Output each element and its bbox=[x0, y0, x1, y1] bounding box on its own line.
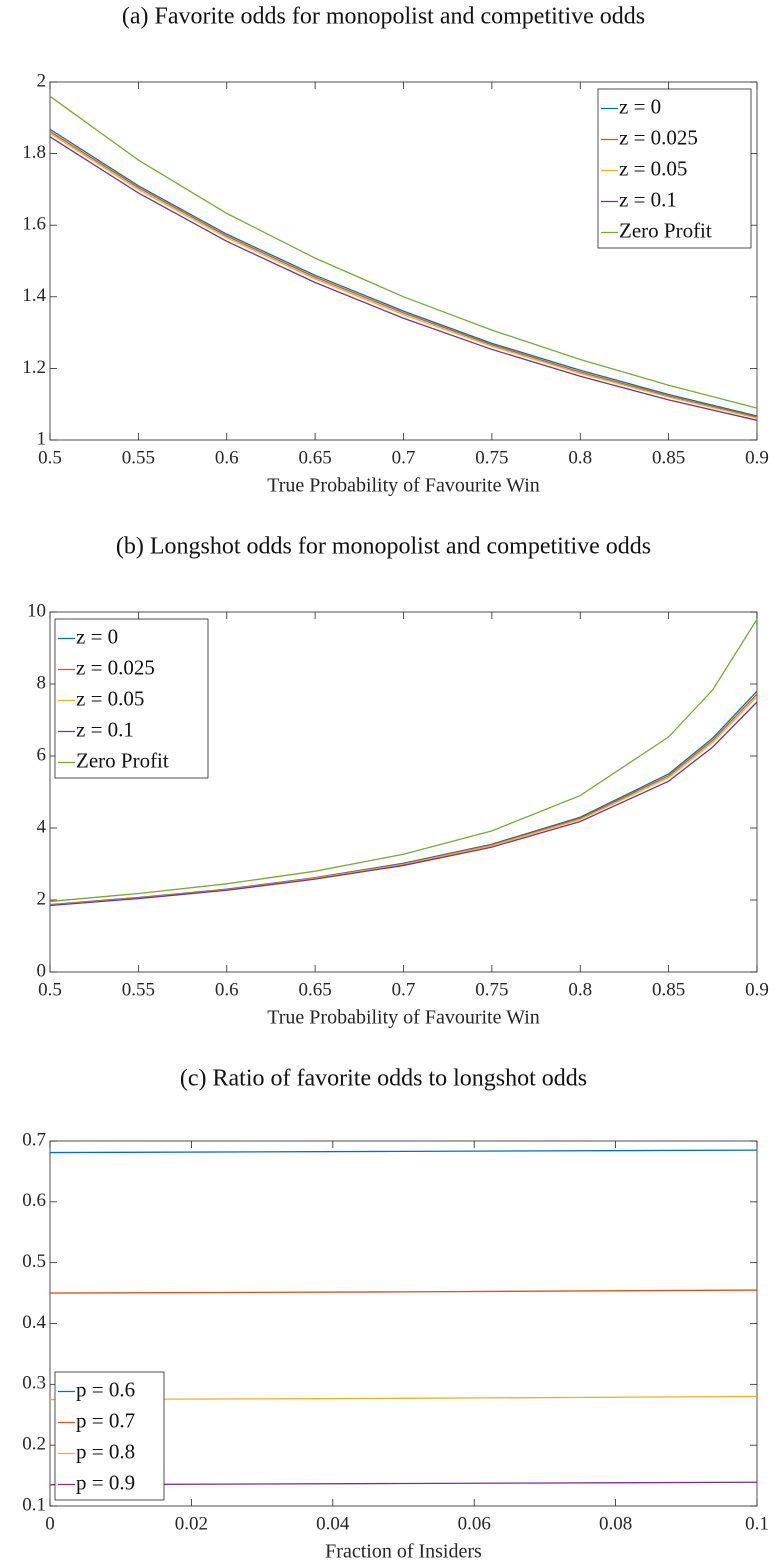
y-tick-label: 0.7 bbox=[22, 1129, 46, 1150]
legend-label: p = 0.9 bbox=[76, 1470, 135, 1494]
series-line bbox=[49, 130, 758, 418]
legend-label: z = 0.1 bbox=[76, 717, 134, 741]
series-line bbox=[49, 618, 758, 903]
y-tick-label: 4 bbox=[37, 816, 47, 837]
x-tick-label: 0.9 bbox=[745, 979, 769, 1000]
legend-label: p = 0.8 bbox=[76, 1439, 135, 1463]
series-line bbox=[49, 1149, 758, 1154]
series-line bbox=[49, 132, 758, 419]
x-tick-label: 0.7 bbox=[392, 447, 416, 468]
axes-box bbox=[49, 1140, 758, 1507]
x-tick-label: 0.8 bbox=[568, 979, 592, 1000]
chart-title: (b) Longshot odds for monopolist and com… bbox=[116, 534, 651, 560]
x-tick-label: 0.75 bbox=[475, 447, 508, 468]
legend-label: Zero Profit bbox=[619, 218, 712, 242]
chart-title: (c) Ratio of favorite odds to longshot o… bbox=[180, 1066, 587, 1092]
x-tick-label: 0.85 bbox=[652, 447, 685, 468]
legend-box bbox=[597, 88, 752, 249]
legend-label: z = 0 bbox=[619, 94, 661, 118]
y-tick-label: 8 bbox=[37, 672, 47, 693]
legend: p = 0.6 p = 0.7 p = 0.8 p = 0.9 bbox=[54, 1371, 165, 1501]
y-tick-label: 0.4 bbox=[22, 1312, 46, 1333]
legend-label: z = 0 bbox=[76, 624, 118, 648]
y-tick-label: 1.8 bbox=[22, 142, 46, 163]
x-axis-label: True Probability of Favourite Win bbox=[267, 475, 540, 497]
series-line bbox=[49, 1289, 758, 1294]
y-tick-label: 10 bbox=[27, 600, 46, 621]
x-axis-label: True Probability of Favourite Win bbox=[267, 1007, 540, 1029]
y-tick-label: 0.5 bbox=[22, 1251, 46, 1272]
x-tick-label: 0.7 bbox=[392, 979, 416, 1000]
legend-box bbox=[54, 1371, 165, 1501]
x-tick-label: 0.9 bbox=[745, 447, 769, 468]
y-tick-label: 0.6 bbox=[22, 1190, 46, 1211]
x-tick-label: 0.75 bbox=[475, 979, 508, 1000]
y-tick-label: 0 bbox=[37, 960, 47, 981]
x-tick-label: 0.5 bbox=[38, 447, 62, 468]
x-tick-label: 0.06 bbox=[458, 1513, 491, 1534]
x-tick-label: 0.6 bbox=[215, 979, 239, 1000]
y-tick-label: 1.6 bbox=[22, 214, 46, 235]
y-tick-label: 0.2 bbox=[22, 1434, 46, 1455]
y-tick-label: 6 bbox=[37, 744, 47, 765]
legend-label: p = 0.7 bbox=[76, 1408, 135, 1432]
legend-label: Zero Profit bbox=[76, 748, 169, 772]
x-tick-label: 0.5 bbox=[38, 979, 62, 1000]
series-line bbox=[49, 1395, 758, 1401]
y-tick-label: 2 bbox=[37, 70, 47, 91]
legend-label: z = 0.05 bbox=[619, 156, 687, 180]
x-tick-label: 0.08 bbox=[599, 1513, 632, 1534]
series-line bbox=[49, 1481, 758, 1486]
x-tick-label: 0.65 bbox=[299, 447, 332, 468]
y-tick-label: 1.2 bbox=[22, 357, 46, 378]
x-tick-label: 0.55 bbox=[122, 447, 155, 468]
series-line bbox=[49, 701, 758, 907]
y-tick-label: 1.4 bbox=[22, 285, 46, 306]
legend-label: z = 0.05 bbox=[76, 686, 144, 710]
y-tick-label: 2 bbox=[37, 888, 47, 909]
legend-label: p = 0.6 bbox=[76, 1377, 135, 1401]
series-line bbox=[49, 95, 758, 409]
y-tick-label: 0.1 bbox=[22, 1494, 46, 1515]
legend: z = 0 z = 0.025 z = 0.05 z = 0.1 Zero Profit bbox=[54, 618, 209, 779]
legend: z = 0 z = 0.025 z = 0.05 z = 0.1 Zero Profit bbox=[597, 88, 752, 249]
series-line bbox=[49, 128, 758, 417]
x-tick-label: 0.02 bbox=[175, 1513, 208, 1534]
legend-label: z = 0.025 bbox=[619, 125, 698, 149]
x-tick-label: 0.04 bbox=[316, 1513, 350, 1534]
y-tick-label: 0.3 bbox=[22, 1373, 46, 1394]
x-tick-label: 0.85 bbox=[652, 979, 685, 1000]
x-tick-label: 0.65 bbox=[299, 979, 332, 1000]
x-tick-label: 0.8 bbox=[568, 447, 592, 468]
x-tick-label: 0.6 bbox=[215, 447, 239, 468]
legend-label: z = 0.025 bbox=[76, 655, 155, 679]
legend-box bbox=[54, 618, 209, 779]
y-tick-label: 1 bbox=[37, 428, 47, 449]
x-tick-label: 0.1 bbox=[745, 1513, 769, 1534]
x-axis-label: Fraction of Insiders bbox=[325, 1541, 482, 1563]
chart-title: (a) Favorite odds for monopolist and com… bbox=[122, 4, 645, 30]
x-tick-label: 0 bbox=[45, 1513, 55, 1534]
x-tick-label: 0.55 bbox=[122, 979, 155, 1000]
legend-label: z = 0.1 bbox=[619, 187, 677, 211]
series-line bbox=[49, 136, 758, 421]
